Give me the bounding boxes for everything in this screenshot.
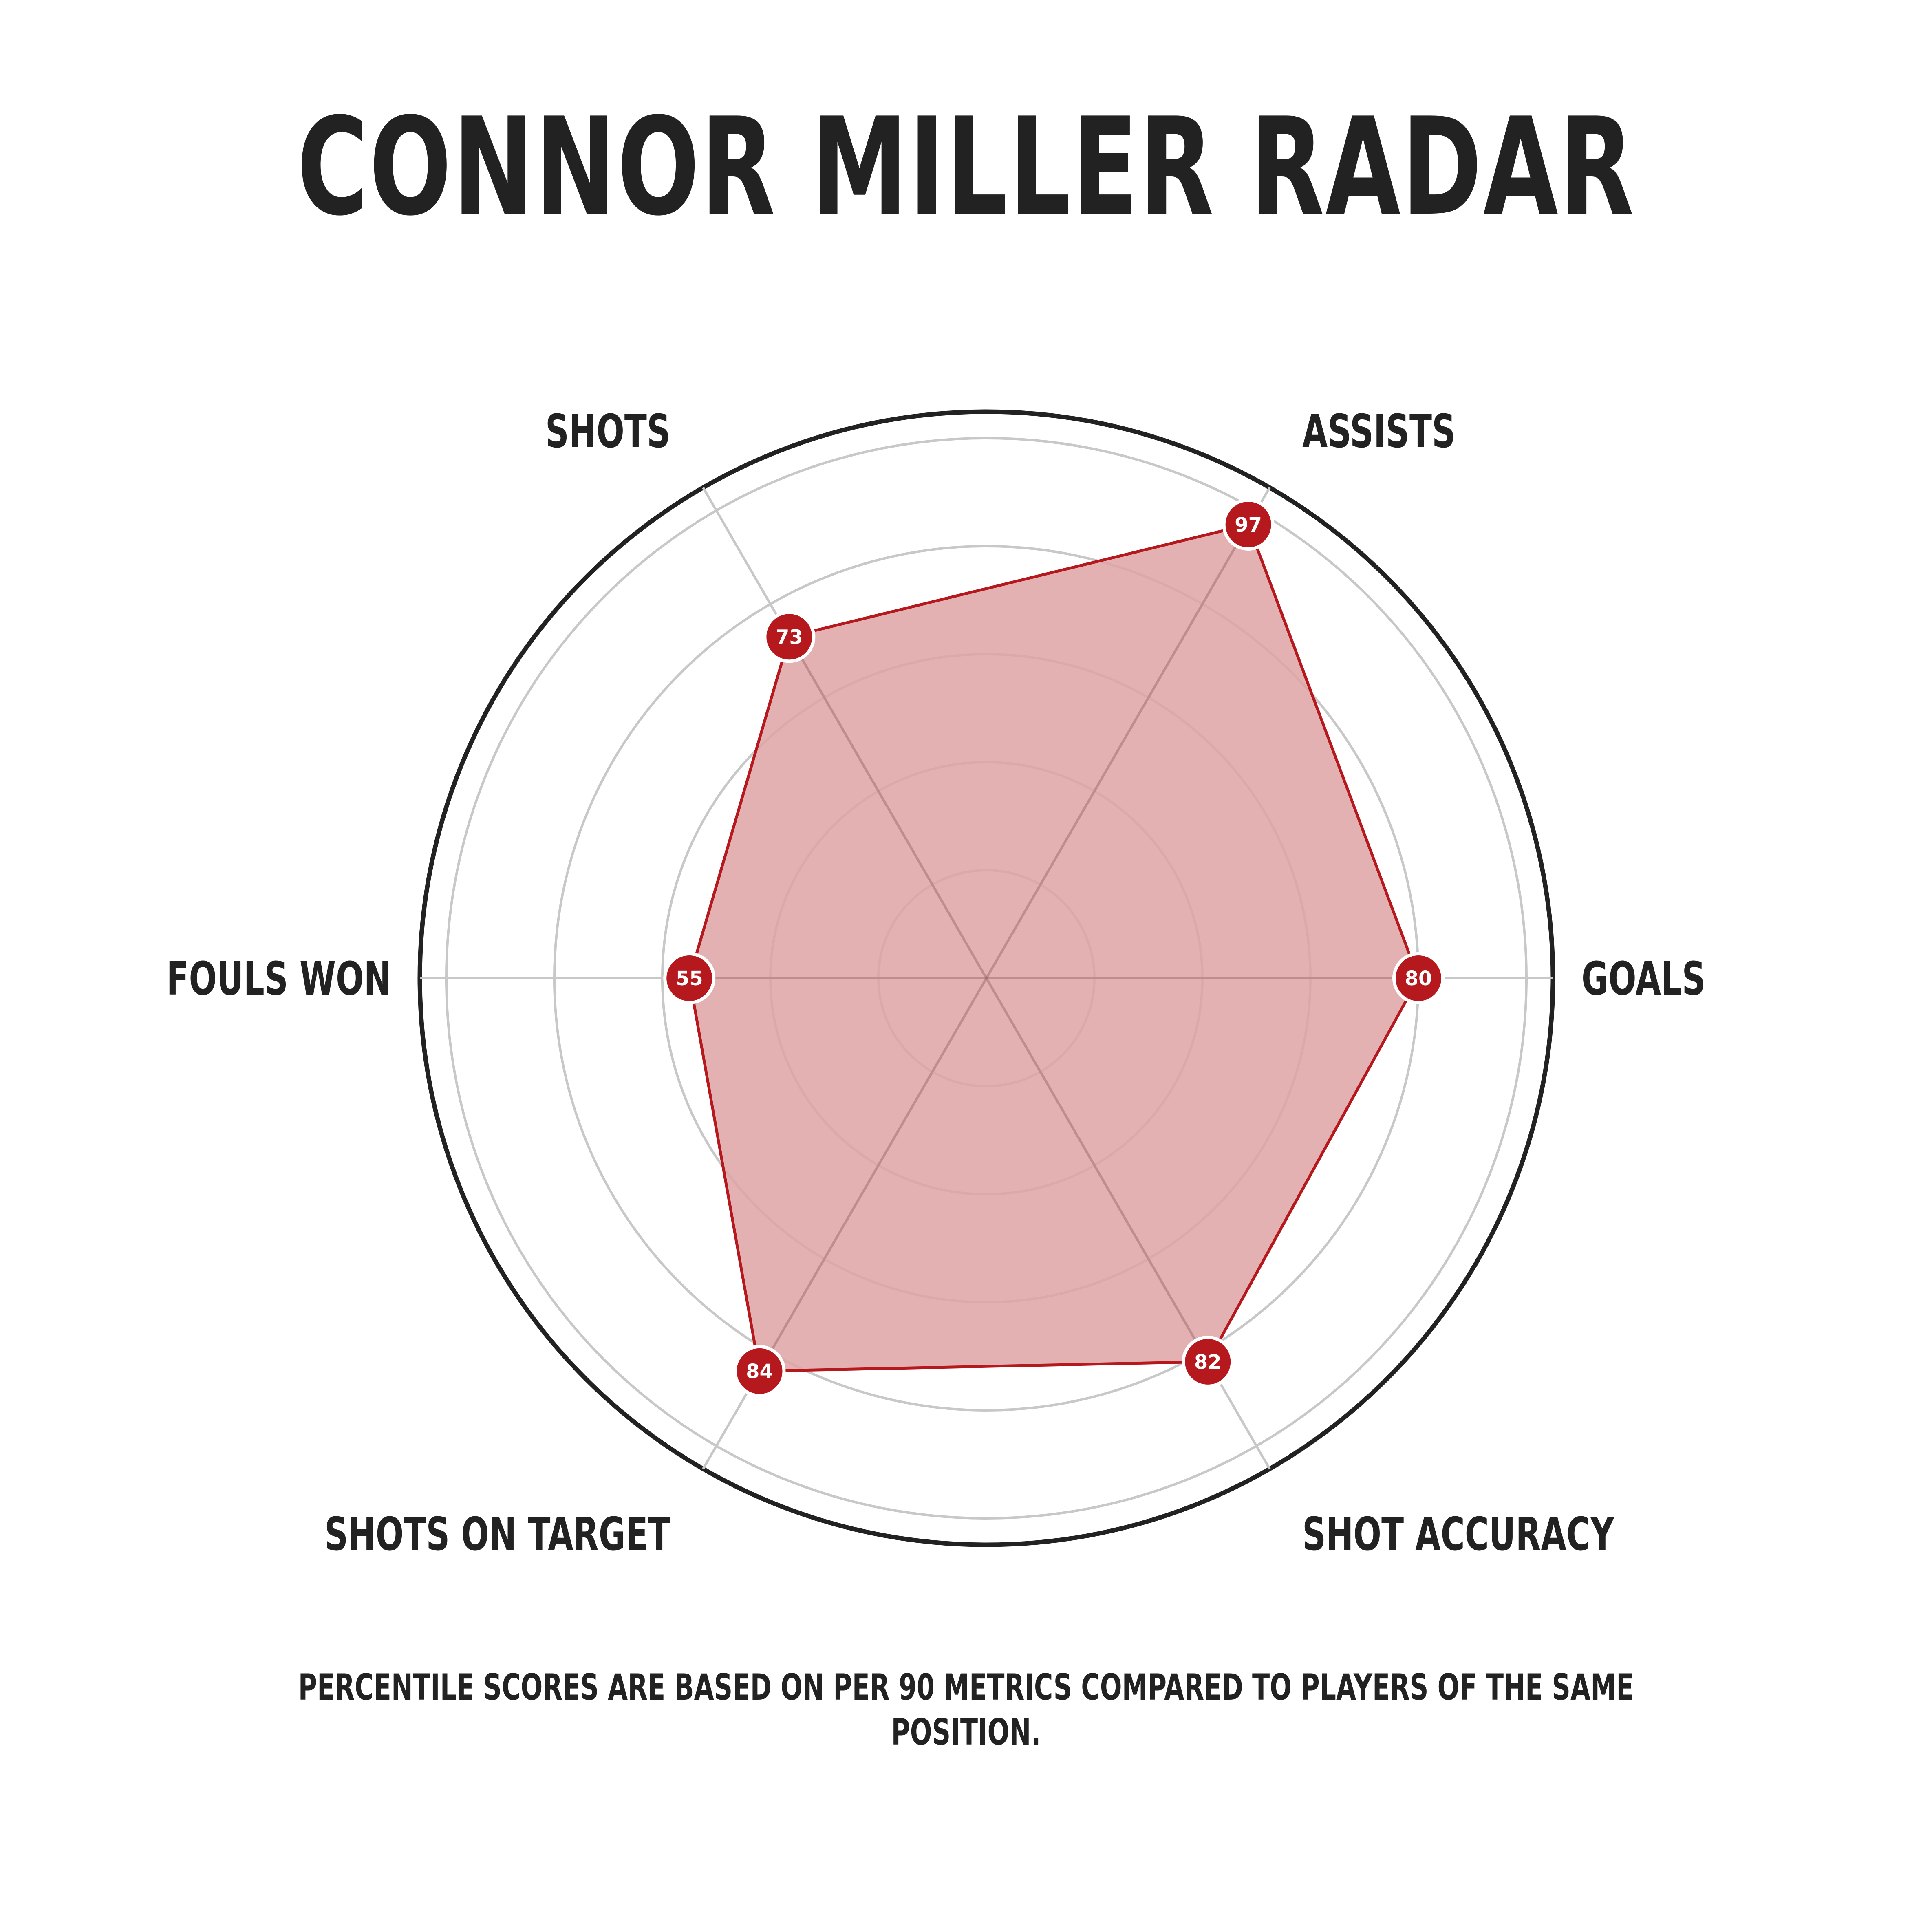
axis-label-shot-accuracy: SHOT ACCURACY — [1302, 1508, 1615, 1561]
data-point-assists: 97 — [1222, 498, 1275, 551]
data-point-fouls-won: 55 — [663, 952, 716, 1004]
data-point-value: 80 — [1405, 967, 1432, 990]
axis-label-shots-on-target: SHOTS ON TARGET — [324, 1508, 670, 1561]
data-point-marker — [1182, 1335, 1234, 1388]
axis-label-assists: ASSISTS — [1302, 405, 1456, 459]
data-point-value: 84 — [746, 1360, 773, 1383]
inner-spoke-4 — [758, 977, 988, 1372]
data-point-marker — [663, 952, 716, 1004]
data-point-shots-on-target: 84 — [733, 1345, 786, 1397]
data-point-value: 73 — [776, 626, 803, 648]
data-point-marker — [733, 1345, 786, 1397]
data-point-value: 55 — [676, 967, 703, 990]
data-point-goals: 80 — [1392, 952, 1445, 1004]
axis-label-shots: SHOTS — [545, 405, 670, 459]
data-point-marker — [1222, 498, 1275, 551]
data-point-value: 82 — [1194, 1351, 1222, 1374]
axis-label-goals: GOALS — [1581, 953, 1705, 1006]
radar-series: 80 97 73 55 84 82 — [663, 498, 1445, 1397]
inner-spoke-1 — [985, 524, 1250, 979]
inner-spoke-2 — [788, 636, 988, 979]
axis-label-fouls-won: FOULS WON — [166, 953, 391, 1006]
data-point-value: 97 — [1235, 514, 1262, 536]
data-point-shots: 73 — [763, 611, 816, 663]
data-point-shot-accuracy: 82 — [1182, 1335, 1234, 1388]
chart-title: CONNOR MILLER RADAR — [297, 89, 1635, 245]
inner-spoke-5 — [985, 977, 1209, 1363]
data-point-marker — [1392, 952, 1445, 1004]
footnote: PERCENTILE SCORES ARE BASED ON PER 90 ME… — [298, 1666, 1634, 1753]
radar-axis-labels: GOALS ASSISTS SHOTS FOULS WON SHOTS ON TARGE… — [166, 405, 1705, 1561]
data-point-marker — [763, 611, 816, 663]
